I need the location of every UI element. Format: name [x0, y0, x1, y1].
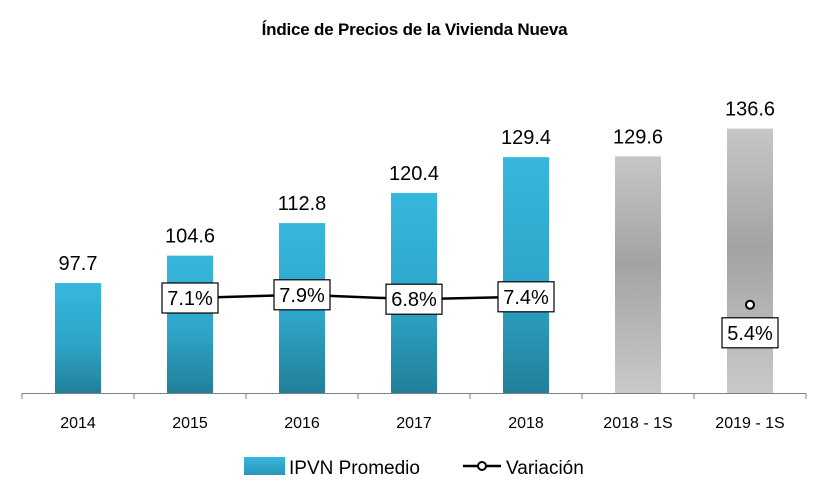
- variation-value-label: 6.8%: [391, 289, 437, 311]
- x-tick-label: 2018: [508, 415, 544, 432]
- variation-label-box: [721, 317, 779, 349]
- legend-swatch-ipvn: [244, 457, 285, 475]
- variation-label-box: [497, 281, 555, 313]
- bar-value-label: 112.8: [278, 193, 327, 215]
- x-tick-label: 2017: [396, 415, 432, 432]
- bar-value-label: 129.4: [501, 127, 551, 149]
- bar-2015: [167, 255, 213, 393]
- variation-value-label: 7.4%: [503, 287, 549, 309]
- variation-label-box: [273, 279, 331, 311]
- bar-2014: [55, 283, 101, 393]
- variation-value-label: 7.9%: [279, 285, 325, 307]
- bar-value-label: 97.7: [59, 253, 98, 275]
- chart-title: Índice de Precios de la Vivienda Nueva: [261, 20, 568, 39]
- x-tick-label: 2018 - 1S: [603, 415, 672, 432]
- variation-marker: [745, 299, 755, 310]
- legend-marker-variacion: [477, 461, 487, 471]
- variation-value-label: 5.4%: [727, 323, 773, 345]
- x-tick-label: 2016: [284, 415, 320, 432]
- bar-value-label: 104.6: [165, 226, 215, 248]
- x-tick-label: 2015: [172, 415, 208, 432]
- bar-value-label: 136.6: [725, 99, 775, 121]
- variation-label-box: [161, 282, 219, 314]
- bar-value-label: 129.6: [613, 126, 663, 148]
- legend-label-variacion: Variación: [506, 458, 584, 479]
- x-tick-label: 2019 - 1S: [715, 415, 784, 432]
- legend-label-ipvn: IPVN Promedio: [289, 458, 420, 479]
- variation-label-box: [385, 283, 443, 315]
- bar-2018-1S: [615, 156, 661, 393]
- bar-2019-1S: [727, 128, 773, 393]
- x-tick-label: 2014: [60, 415, 96, 432]
- variation-value-label: 7.1%: [167, 288, 213, 310]
- bar-2018: [503, 157, 549, 393]
- bar-value-label: 120.4: [389, 163, 439, 185]
